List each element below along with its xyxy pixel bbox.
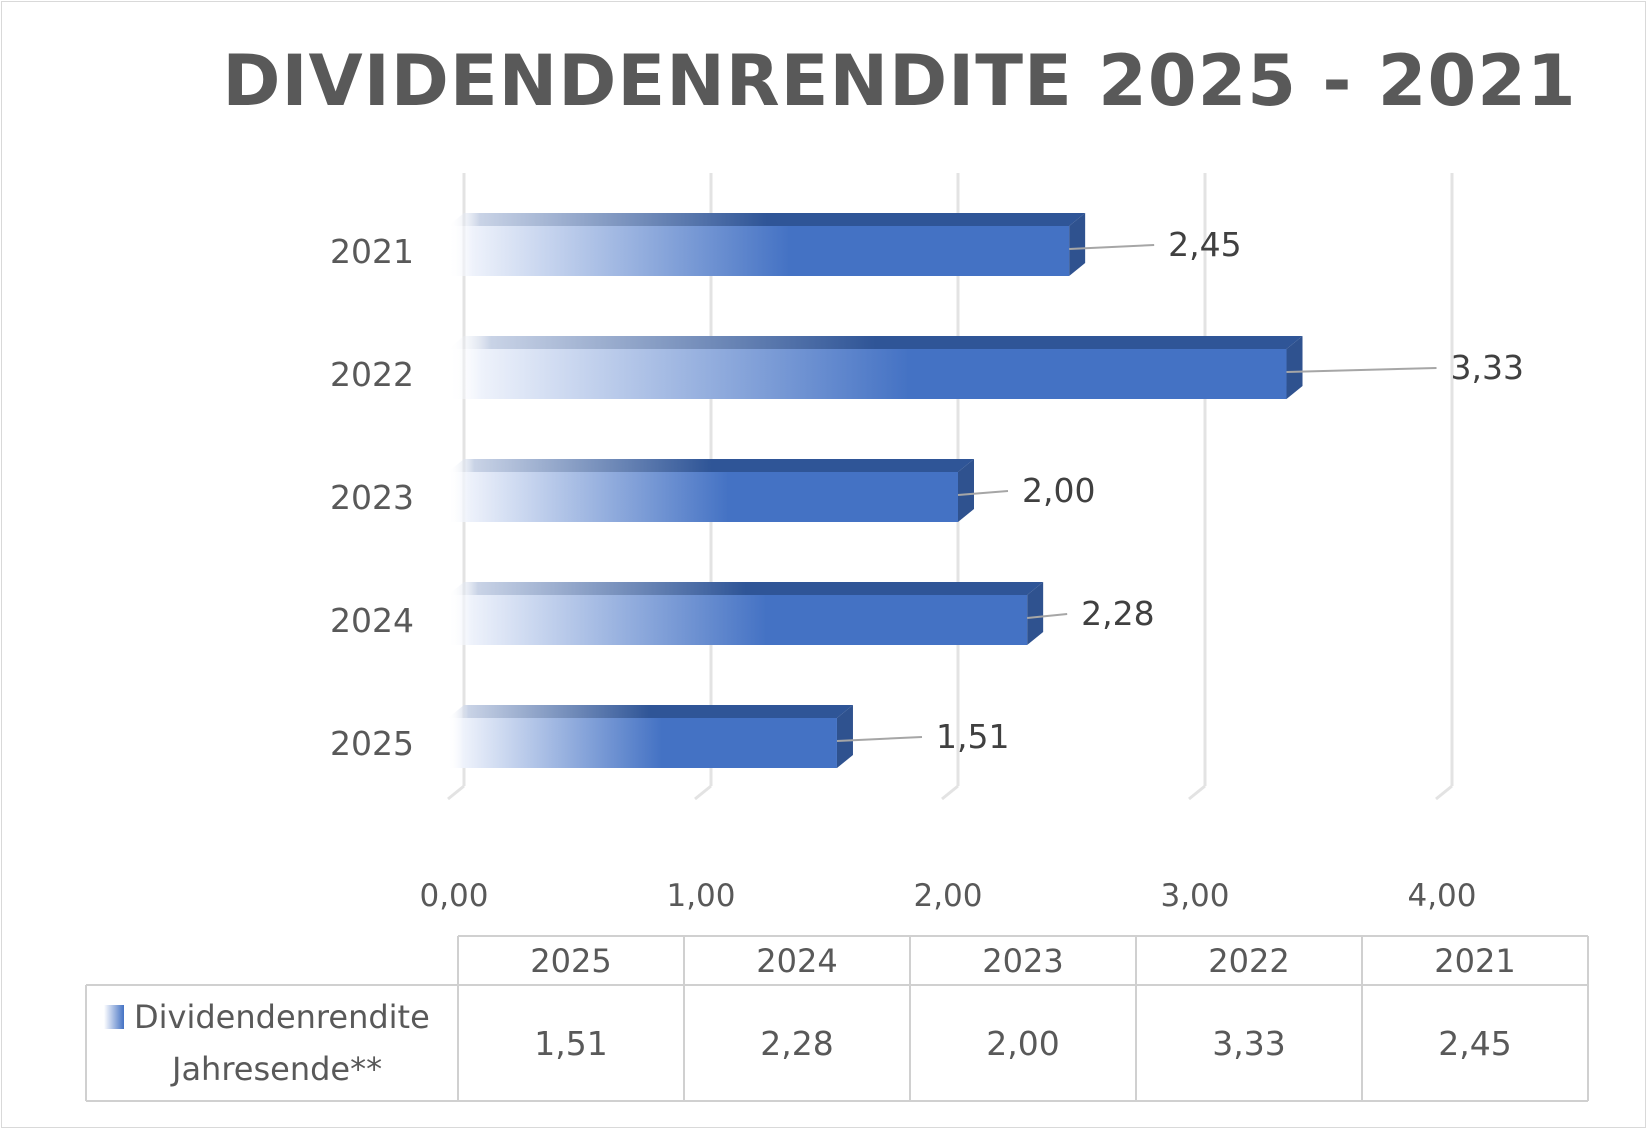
table-row-label: Dividendenrendite <box>134 998 430 1036</box>
bar-side <box>1286 336 1303 399</box>
leader-line <box>836 736 923 742</box>
bar-side <box>836 705 853 768</box>
gridline-floor <box>1188 784 1206 801</box>
bar-top <box>448 336 1303 349</box>
bar <box>448 472 958 522</box>
table-header-cell: 2025 <box>530 942 611 980</box>
table-header-cell: 2024 <box>756 942 837 980</box>
x-tick-label: 4,00 <box>1407 878 1476 914</box>
table-row-label: Jahresende** <box>170 1050 382 1088</box>
table-value-cell: 2,00 <box>986 1024 1059 1063</box>
leader-line <box>1069 244 1155 250</box>
bar-top <box>448 705 853 718</box>
data-label: 2,00 <box>1022 471 1095 510</box>
bar-side <box>958 459 974 522</box>
data-label: 1,51 <box>936 717 1009 756</box>
gridline-floor <box>447 784 465 801</box>
legend-swatch <box>104 1005 124 1029</box>
leader-line <box>1286 367 1437 373</box>
table-value-cell: 1,51 <box>534 1024 607 1063</box>
chart-title: DIVIDENDENRENDITE 2025 - 2021 <box>222 40 1577 122</box>
table-header-cell: 2022 <box>1208 942 1289 980</box>
table-value-cell: 2,28 <box>760 1024 833 1063</box>
y-tick-label: 2021 <box>330 232 414 271</box>
leader-line <box>1027 613 1068 619</box>
x-axis-ticks: 0,00 1,00 2,00 3,00 4,00 <box>419 878 1476 914</box>
data-labels: 2,45 3,33 2,00 2,28 1,51 <box>836 225 1524 756</box>
table-value-cell: 2,45 <box>1438 1024 1511 1063</box>
data-table: 2025 1,51 2024 2,28 2023 2,00 2022 3,33 2021 2,45… <box>85 935 1589 1102</box>
y-tick-label: 2022 <box>330 355 414 394</box>
bar <box>448 718 837 768</box>
gridline-floor <box>694 784 712 801</box>
x-tick-label: 0,00 <box>419 878 488 914</box>
y-tick-label: 2024 <box>330 601 414 640</box>
bar <box>448 595 1028 645</box>
x-tick-label: 1,00 <box>666 878 735 914</box>
table-header-cell: 2023 <box>982 942 1063 980</box>
bar-top <box>448 582 1044 595</box>
table-header-cell: 2021 <box>1434 942 1515 980</box>
data-label: 2,45 <box>1168 225 1241 264</box>
bar <box>448 349 1287 399</box>
x-tick-label: 3,00 <box>1160 878 1229 914</box>
bar-top <box>448 213 1086 226</box>
gridline-floor <box>941 784 959 801</box>
y-tick-label: 2025 <box>330 724 414 763</box>
gridline-floor <box>1435 784 1453 801</box>
bar-top <box>448 459 974 472</box>
x-tick-label: 2,00 <box>913 878 982 914</box>
bar-side <box>1027 582 1044 645</box>
table-value-cell: 3,33 <box>1212 1024 1285 1063</box>
y-axis-ticks: 2021 2022 2023 2024 2025 <box>330 232 414 763</box>
y-tick-label: 2023 <box>330 478 414 517</box>
data-label: 2,28 <box>1081 594 1154 633</box>
bars <box>448 213 1303 768</box>
bar-side <box>1069 213 1086 276</box>
data-label: 3,33 <box>1451 348 1524 387</box>
leader-line <box>957 490 1009 496</box>
bar <box>448 226 1070 276</box>
